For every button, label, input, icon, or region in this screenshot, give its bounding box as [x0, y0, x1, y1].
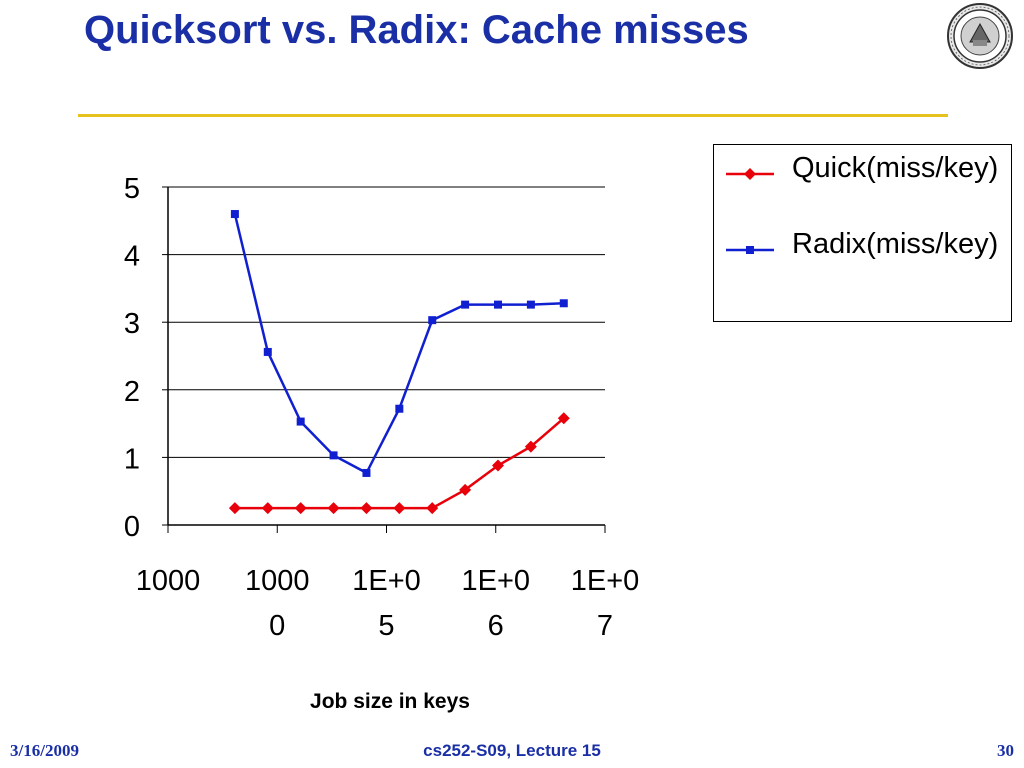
legend-label-quick: Quick(miss/key): [792, 152, 999, 184]
series-line-1: [233, 213, 564, 475]
data-point-quick-9: [524, 440, 537, 453]
footer-page-number: 30: [997, 741, 1014, 760]
data-point-quick-1: [261, 502, 274, 515]
data-point-radix-10: [559, 299, 568, 308]
data-point-quick-7: [459, 483, 472, 496]
data-point-quick-5: [393, 502, 406, 515]
x-tick-label-2-1: 5: [378, 610, 394, 642]
data-point-radix-5: [395, 404, 404, 413]
university-seal-icon: [947, 3, 1013, 69]
x-tick-label-3-0: 1E+0: [461, 565, 530, 597]
y-tick-label-4: 4: [124, 241, 140, 273]
x-tick-label-1-1: 0: [269, 610, 285, 642]
y-tick-label-2: 2: [124, 376, 140, 408]
data-point-radix-3: [329, 451, 338, 460]
data-point-radix-8: [494, 300, 503, 309]
x-tick-label-4-1: 7: [597, 610, 613, 642]
data-point-radix-2: [296, 417, 305, 426]
legend-item-radix: Radix(miss/key): [726, 227, 1011, 299]
legend-swatch-radix: [726, 246, 774, 254]
footer-date: 3/16/2009: [10, 741, 79, 760]
x-axis-label: Job size in keys: [310, 690, 470, 713]
legend-label-radix: Radix(miss/key): [792, 228, 999, 260]
y-tick-label-3: 3: [124, 308, 140, 340]
series-line-0: [234, 417, 565, 510]
data-point-quick-0: [228, 502, 241, 515]
data-point-radix-0: [230, 210, 239, 219]
data-point-radix-6: [428, 316, 437, 325]
legend-swatch-quick: [726, 168, 774, 180]
data-point-radix-9: [526, 300, 535, 309]
legend-item-quick: Quick(miss/key): [726, 151, 1011, 223]
x-tick-label-0-0: 1000: [136, 565, 201, 597]
x-tick-label-4-0: 1E+0: [571, 565, 640, 597]
data-point-quick-4: [360, 502, 373, 515]
data-point-quick-3: [327, 502, 340, 515]
y-tick-label-1: 1: [124, 443, 140, 475]
data-point-quick-8: [492, 459, 505, 472]
y-tick-label-0: 0: [124, 511, 140, 543]
data-point-quick-2: [294, 502, 307, 515]
data-point-quick-10: [557, 412, 570, 425]
data-point-radix-7: [461, 300, 470, 309]
footer-course: cs252-S09, Lecture 15: [423, 741, 601, 760]
slide-title: Quicksort vs. Radix: Cache misses: [84, 8, 749, 52]
x-tick-label-2-0: 1E+0: [352, 565, 421, 597]
data-point-radix-1: [263, 347, 272, 356]
y-tick-label-5: 5: [124, 173, 140, 205]
data-point-quick-6: [426, 502, 439, 515]
x-tick-label-3-1: 6: [488, 610, 504, 642]
x-tick-label-1-0: 1000: [245, 565, 310, 597]
chart-legend: Quick(miss/key) Radix(miss/key): [713, 144, 1012, 322]
data-point-radix-4: [362, 468, 371, 477]
title-divider: [78, 114, 948, 117]
